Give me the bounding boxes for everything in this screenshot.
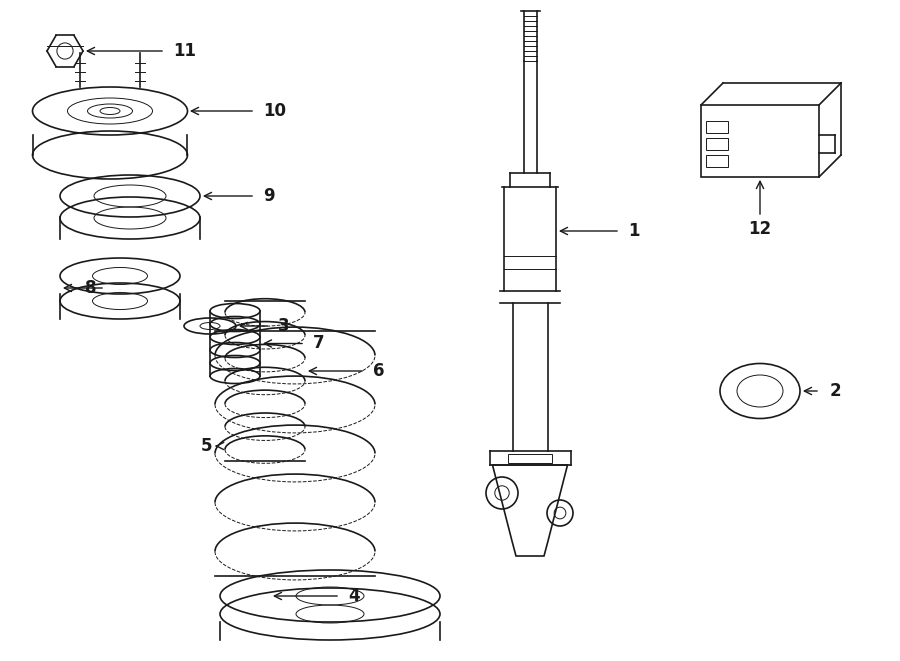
Bar: [508, 454, 552, 463]
Bar: [701, 105, 819, 177]
Text: 8: 8: [86, 279, 97, 297]
Text: 5: 5: [201, 437, 212, 455]
Text: 4: 4: [348, 587, 360, 605]
Text: 2: 2: [830, 382, 842, 400]
Bar: [706, 138, 728, 150]
Text: 6: 6: [373, 362, 384, 380]
Text: 1: 1: [628, 222, 640, 240]
Text: 11: 11: [173, 42, 196, 60]
Text: 3: 3: [278, 317, 290, 335]
Text: 10: 10: [263, 102, 286, 120]
Text: 7: 7: [313, 334, 325, 352]
Bar: [706, 155, 728, 167]
Bar: [706, 121, 728, 133]
Text: 9: 9: [263, 187, 274, 205]
Text: 12: 12: [749, 220, 771, 238]
